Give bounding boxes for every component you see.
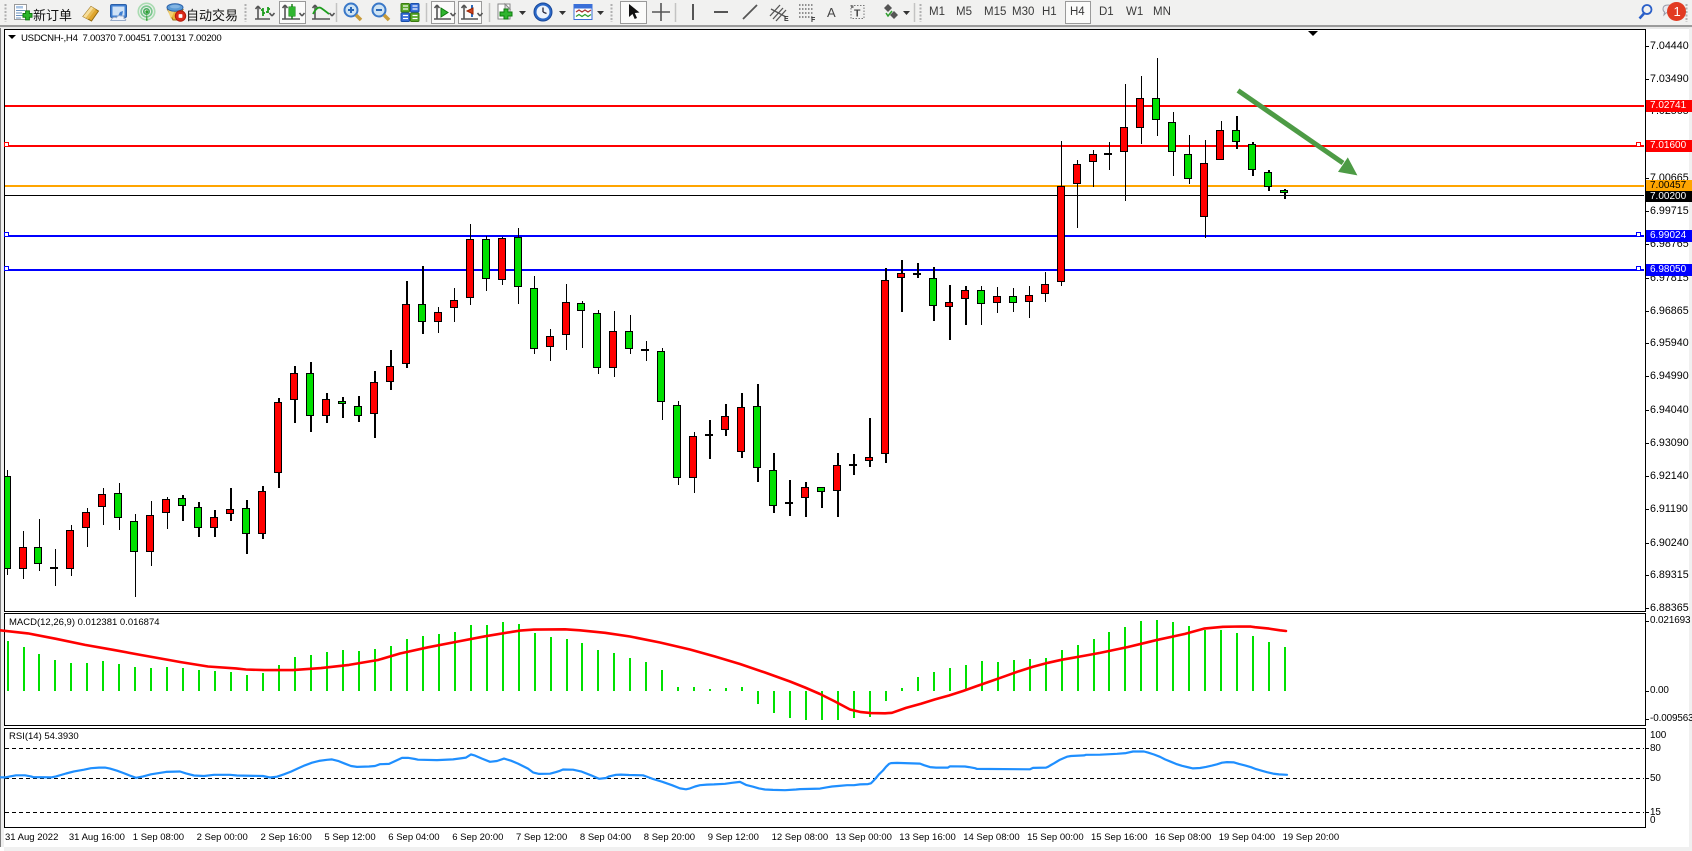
svg-text:F: F <box>811 17 816 24</box>
svg-text:E: E <box>784 16 789 23</box>
svg-text:T: T <box>854 8 861 20</box>
svg-text:1: 1 <box>1674 4 1681 19</box>
svg-text:A: A <box>827 5 836 20</box>
